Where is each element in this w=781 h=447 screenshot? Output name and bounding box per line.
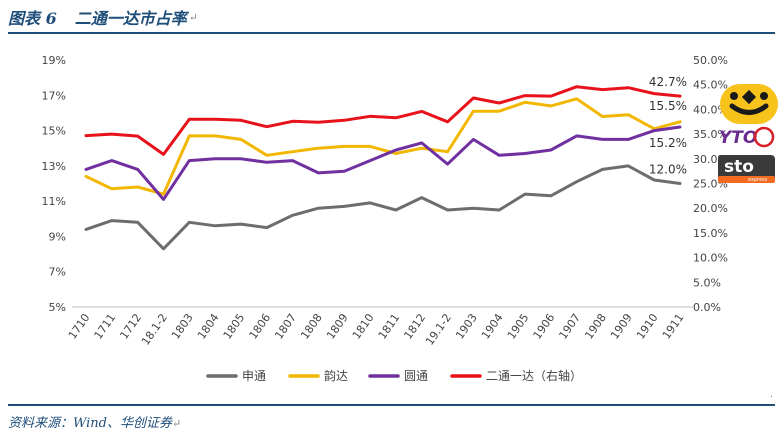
svg-text:sto: sto <box>724 157 754 177</box>
yto-logo: YTO <box>719 126 775 148</box>
right-axis-tick-label: 50.0% <box>693 54 728 67</box>
right-axis-tick-label: 10.0% <box>693 252 728 265</box>
x-axis-tick-label: 1803 <box>169 311 196 341</box>
series-line <box>84 97 682 196</box>
series-end-labels: 12.0% 15.5% 15.2% 42.7% <box>649 75 687 176</box>
left-axis-tick-label: 15% <box>42 125 66 138</box>
x-axis-tick-label: 1907 <box>556 311 583 341</box>
left-axis-tick-label: 5% <box>49 301 66 314</box>
x-axis-tick-label: 1804 <box>195 311 222 341</box>
series-end-label: 12.0% <box>649 163 687 177</box>
right-axis-tick-label: 40.0% <box>693 103 728 116</box>
legend: 申通 韵达 圆通 二通一达（右轴） <box>206 368 582 383</box>
series-end-label: 15.5% <box>649 99 687 113</box>
svg-text:YTO: YTO <box>719 128 757 148</box>
x-axis-tick-label: 1805 <box>221 311 248 341</box>
legend-label: 韵达 <box>324 368 348 383</box>
x-axis-tick-label: 1909 <box>608 311 635 341</box>
x-axis-tick-label: 1905 <box>505 311 532 341</box>
legend-label: 二通一达（右轴） <box>486 368 582 383</box>
left-y-axis: 19% 17% 15% 13% 11% 9% 7% 5% <box>42 54 66 314</box>
left-axis-tick-label: 9% <box>49 230 66 243</box>
series-line <box>84 125 682 201</box>
x-axis-tick-label: 1903 <box>453 311 480 341</box>
legend-label: 圆通 <box>404 369 428 383</box>
series-end-label: 15.2% <box>649 136 687 150</box>
x-axis-tick-label: 1808 <box>298 311 325 341</box>
x-axis-tick-label: 1809 <box>324 311 351 341</box>
yunda-logo <box>720 84 778 124</box>
x-axis-tick-label: 1906 <box>531 311 558 341</box>
right-axis-tick-label: 35.0% <box>693 128 728 141</box>
figure-title: 二通一达市占率 <box>74 9 187 28</box>
paragraph-mark: ↵ <box>188 10 198 24</box>
x-axis-tick-label: 1904 <box>479 311 506 341</box>
series-line <box>84 85 682 156</box>
x-axis-tick-label: 1908 <box>582 311 609 341</box>
left-axis-tick-label: 13% <box>42 160 66 173</box>
x-axis-tick-label: 1806 <box>247 311 274 341</box>
x-axis-tick-label: 19.1-2 <box>423 311 454 348</box>
right-axis-tick-label: 20.0% <box>693 202 728 215</box>
left-axis-tick-label: 17% <box>42 89 66 102</box>
x-axis-tick-label: 1811 <box>376 311 403 341</box>
right-axis-tick-label: 5.0% <box>693 276 721 289</box>
series-lines <box>84 85 682 251</box>
x-axis-tick-label: 1710 <box>66 311 93 341</box>
svg-text:express: express <box>748 177 768 183</box>
x-axis-tick-label: 1810 <box>350 311 377 341</box>
source-text: 资料来源：Wind、华创证券 <box>8 416 172 431</box>
right-axis-tick-label: 45.0% <box>693 79 728 92</box>
series-line <box>84 164 682 251</box>
legend-label: 申通 <box>242 369 266 383</box>
x-axis-tick-label: 1711 <box>92 311 119 341</box>
series-end-label: 42.7% <box>649 75 687 89</box>
figure-header: 图表 6 二通一达市占率 ↵ <box>8 4 198 30</box>
x-axis-tick-label: 18.1-2 <box>139 311 170 348</box>
sto-logo: sto express <box>718 155 775 183</box>
paragraph-mark: ↵ <box>172 417 182 430</box>
header-rule <box>8 32 775 34</box>
x-axis-tick-label: 1911 <box>660 311 687 341</box>
footer-rule <box>8 404 775 406</box>
figure-label: 图表 6 <box>8 9 57 28</box>
left-axis-tick-label: 19% <box>42 54 66 67</box>
paragraph-mark: · <box>769 392 773 403</box>
right-axis-tick-label: 0.0% <box>693 301 721 314</box>
x-axis-tick-label: 1807 <box>272 311 299 341</box>
x-axis-tick-label: 1910 <box>634 311 661 341</box>
left-axis-tick-label: 11% <box>42 195 66 208</box>
left-axis-tick-label: 7% <box>49 266 66 279</box>
right-y-axis: 50.0%45.0%40.0%35.0%30.0%25.0%20.0%15.0%… <box>693 54 728 314</box>
right-axis-tick-label: 15.0% <box>693 227 728 240</box>
source-note: 资料来源：Wind、华创证券↵ <box>8 412 181 431</box>
